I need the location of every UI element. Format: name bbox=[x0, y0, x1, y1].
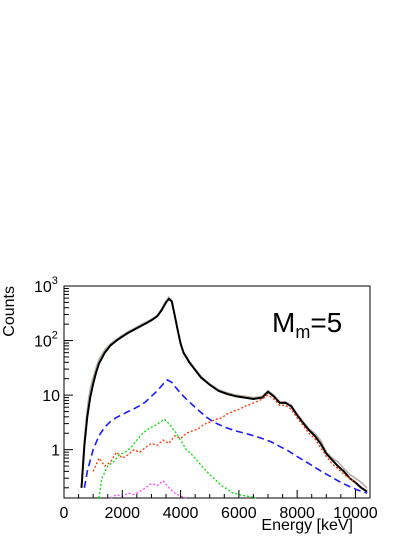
x-tick-label: 0 bbox=[60, 505, 69, 522]
x-axis-title: Energy [keV] bbox=[261, 517, 353, 534]
y-tick-label: 103 bbox=[34, 275, 58, 296]
y-tick-label: 1 bbox=[51, 443, 60, 460]
x-axis-ticks: 0 2000 4000 6000 8000 10000 bbox=[60, 490, 378, 522]
series-layer bbox=[80, 296, 368, 499]
y-axis-ticks: 1 10 102 103 bbox=[34, 275, 73, 489]
x-tick-label: 6000 bbox=[221, 505, 257, 522]
annotation-main: M bbox=[272, 307, 295, 338]
y-tick-label: 102 bbox=[34, 330, 58, 351]
series-line-1 bbox=[80, 297, 368, 493]
multiplicity-annotation: Mm=5 bbox=[272, 307, 342, 342]
x-tick-label: 8000 bbox=[279, 505, 315, 522]
series-line-3 bbox=[98, 418, 257, 499]
y-axis-title: Counts bbox=[1, 286, 18, 337]
series-line-2 bbox=[83, 378, 368, 494]
x-tick-label: 2000 bbox=[104, 505, 140, 522]
series-line-4 bbox=[92, 394, 356, 484]
x-tick-label: 4000 bbox=[163, 505, 199, 522]
annotation-suffix: =5 bbox=[310, 307, 342, 338]
y-tick-label: 10 bbox=[42, 388, 60, 405]
series-line-5 bbox=[110, 479, 187, 499]
x-tick-label: 10000 bbox=[333, 505, 378, 522]
annotation-sub: m bbox=[295, 322, 310, 342]
plot-frame bbox=[63, 285, 371, 499]
